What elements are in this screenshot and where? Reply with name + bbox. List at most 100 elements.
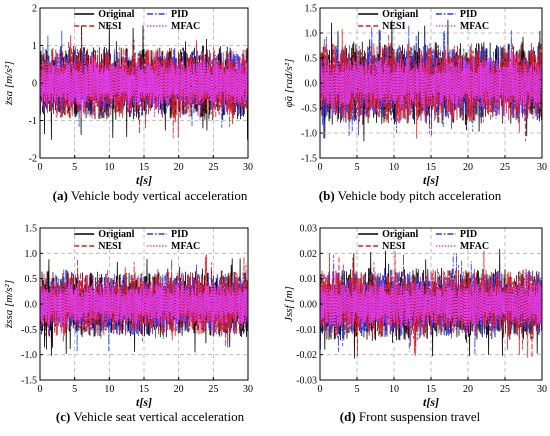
legend-label: Original xyxy=(98,9,134,20)
legend-label: MFAC xyxy=(460,241,489,252)
y-tick-label: -1.5 xyxy=(301,154,317,165)
caption-text: Front suspension travel xyxy=(356,409,481,424)
x-tick-label: 0 xyxy=(38,384,43,395)
y-tick-label: -0.5 xyxy=(21,325,37,336)
legend: Origianl PID NESI MFAC xyxy=(358,9,489,32)
legend: Origianl PID NESI MFAC xyxy=(358,229,489,252)
y-axis-label: z̈ssa [m/s²] xyxy=(3,280,15,329)
y-tick-label: -1.5 xyxy=(21,376,37,387)
x-tick-label: 30 xyxy=(537,162,547,173)
legend-label: NESI xyxy=(382,21,405,32)
chart-panel-3: 0 5 10 15 20 25 30 1.5 1.0 0.5 0.0 -0.5 -1.0 -1.5 t[s]… xyxy=(3,224,253,425)
x-tick-label: 20 xyxy=(174,162,184,173)
x-tick-label: 30 xyxy=(537,384,547,395)
caption-letter: (c) xyxy=(56,409,70,424)
y-tick-label: 0.5 xyxy=(25,274,38,285)
y-tick-label: -0.5 xyxy=(301,104,317,115)
y-tick-label: 0.5 xyxy=(305,54,318,65)
y-tick-label: -0.03 xyxy=(296,376,317,387)
x-tick-label: 5 xyxy=(355,162,360,173)
legend-label: PID xyxy=(460,229,477,240)
x-tick-label: 10 xyxy=(104,384,114,395)
y-tick-label: 0.00 xyxy=(300,300,318,311)
legend-label: MFAC xyxy=(460,21,489,32)
y-tick-label: 1 xyxy=(32,41,37,52)
legend-label: Origianl xyxy=(382,229,418,240)
y-tick-label: -0.01 xyxy=(296,325,317,336)
caption-text: Vehicle seat vertical acceleration xyxy=(70,409,244,424)
legend-label: MFAC xyxy=(171,241,200,252)
x-tick-label: 20 xyxy=(463,384,473,395)
x-tick-label: 20 xyxy=(174,384,184,395)
y-tick-label: 0.0 xyxy=(25,300,38,311)
y-tick-label: 1.0 xyxy=(305,29,318,40)
x-tick-label: 20 xyxy=(463,162,473,173)
series-line-nesi xyxy=(319,29,543,142)
series-line-origianl xyxy=(39,258,249,356)
y-tick-label: 0.03 xyxy=(300,224,318,235)
series-line-pid xyxy=(39,259,249,352)
legend-label: Origianl xyxy=(382,9,418,20)
x-tick-label: 15 xyxy=(139,384,149,395)
y-axis-label: z̈sa [m/s²] xyxy=(3,61,15,106)
y-tick-label: 0.02 xyxy=(300,249,318,260)
series-line-mfac xyxy=(319,270,543,336)
y-tick-label: 2 xyxy=(32,4,37,15)
series-line-nesi xyxy=(319,250,543,358)
y-tick-label: 1.5 xyxy=(305,4,318,15)
legend-label: NESI xyxy=(382,241,405,252)
x-tick-label: 10 xyxy=(389,162,399,173)
y-axis-label: Jssf [m] xyxy=(283,286,295,322)
y-axis-label: φ̈a [rad/s²] xyxy=(283,59,295,108)
x-tick-label: 25 xyxy=(208,162,218,173)
x-tick-label: 0 xyxy=(318,162,323,173)
series-line-mfac xyxy=(319,48,543,119)
chart-panel-2: 0 5 10 15 20 25 30 1.5 1.0 0.5 0.0 -0.5 -1.0 -1.5 t[s]… xyxy=(283,4,547,204)
x-tick-label: 10 xyxy=(104,162,114,173)
x-tick-label: 15 xyxy=(139,162,149,173)
x-tick-label: 0 xyxy=(38,162,43,173)
x-tick-label: 25 xyxy=(500,384,510,395)
x-axis-label: t[s] xyxy=(136,173,152,187)
x-tick-label: 5 xyxy=(355,384,360,395)
y-tick-label: 0.01 xyxy=(300,274,318,285)
x-tick-label: 5 xyxy=(72,162,77,173)
caption-letter: (a) xyxy=(53,188,68,203)
caption-letter: (b) xyxy=(319,188,335,203)
y-tick-label: 1.5 xyxy=(25,224,38,235)
legend-label: MFAC xyxy=(171,21,200,32)
panel-caption: (a) Vehicle body vertical acceleration xyxy=(53,188,248,203)
caption-text: Vehicle body vertical acceleration xyxy=(68,188,248,203)
series-line-nesi xyxy=(39,34,249,139)
caption-text: Vehicle body pitch acceleration xyxy=(335,188,502,203)
x-tick-label: 25 xyxy=(208,384,218,395)
legend-label: PID xyxy=(171,229,188,240)
legend-label: NESI xyxy=(98,21,121,32)
panel-caption: (b) Vehicle body pitch acceleration xyxy=(319,188,502,203)
legend: Origianl PID NESI MFAC xyxy=(74,229,200,252)
x-axis-label: t[s] xyxy=(423,395,439,409)
series-line-mfac xyxy=(39,49,249,118)
y-tick-label: -1 xyxy=(29,116,37,127)
x-tick-label: 15 xyxy=(426,162,436,173)
y-tick-label: -2 xyxy=(29,154,37,165)
y-tick-label: -1.0 xyxy=(21,350,37,361)
panel-caption: (c) Vehicle seat vertical acceleration xyxy=(56,409,245,424)
x-tick-label: 30 xyxy=(243,384,253,395)
x-axis-label: t[s] xyxy=(423,173,439,187)
panel-caption: (d) Front suspension travel xyxy=(340,409,481,424)
x-tick-label: 5 xyxy=(72,384,77,395)
y-tick-label: 0.0 xyxy=(305,79,318,90)
y-tick-label: -0.02 xyxy=(296,350,317,361)
series-line-mfac xyxy=(39,272,249,336)
x-tick-label: 15 xyxy=(426,384,436,395)
legend: Original PID NESI MFAC xyxy=(74,9,200,32)
x-tick-label: 0 xyxy=(318,384,323,395)
y-tick-label: 0 xyxy=(32,79,37,90)
y-tick-label: -1.0 xyxy=(301,129,317,140)
caption-letter: (d) xyxy=(340,409,356,424)
legend-label: NESI xyxy=(98,241,121,252)
